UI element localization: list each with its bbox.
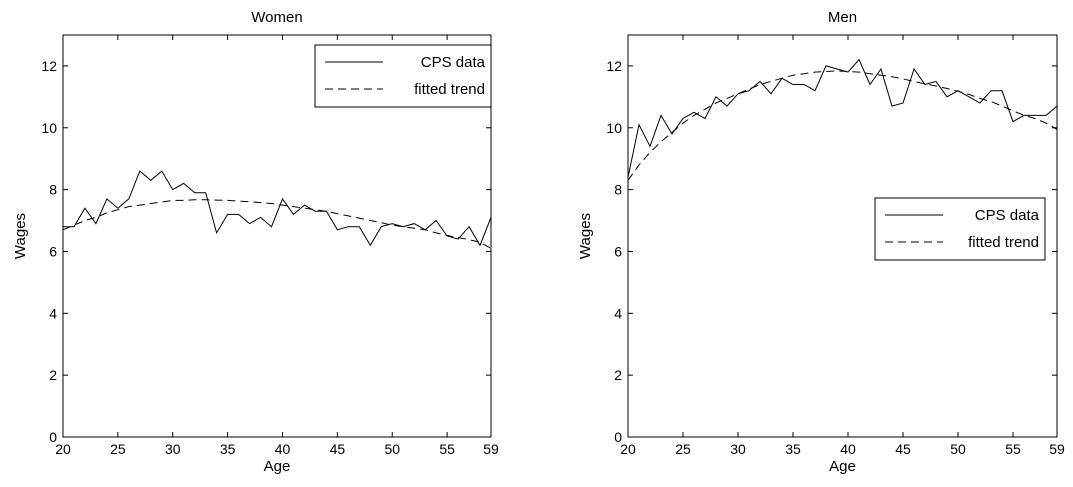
x-tick-label: 20 — [620, 441, 636, 457]
x-axis-label: Age — [829, 458, 856, 475]
y-tick-label: 6 — [49, 243, 57, 259]
y-tick-label: 10 — [606, 120, 622, 136]
y-tick-label: 8 — [49, 182, 57, 198]
chart-title: Women — [251, 9, 302, 26]
x-axis-label: Age — [264, 458, 291, 475]
x-tick-label: 20 — [55, 441, 71, 457]
x-tick-label: 30 — [165, 441, 181, 457]
x-tick-label: 30 — [730, 441, 746, 457]
chart-title: Men — [828, 9, 857, 26]
x-tick-label: 40 — [840, 441, 856, 457]
women-chart-panel: Women Age Wages 20 25 30 35 40 45 50 55 59 0 2 4 6 8 1… — [12, 9, 499, 475]
x-tick-label: 55 — [439, 441, 455, 457]
x-tick-label: 59 — [483, 441, 499, 457]
x-tick-label: 59 — [1049, 441, 1065, 457]
x-tick-label: 50 — [950, 441, 966, 457]
x-tick-label: 55 — [1005, 441, 1021, 457]
y-tick-label: 2 — [49, 367, 57, 383]
men-chart-panel: Men Age Wages 20 25 30 35 40 45 50 55 59 0 2 4 6 8 10 1… — [577, 9, 1065, 475]
x-tick-label: 45 — [895, 441, 911, 457]
legend: CPS data fitted trend — [874, 197, 1046, 261]
y-tick-label: 4 — [614, 305, 622, 321]
legend-box — [874, 197, 1046, 261]
fitted-trend-line — [627, 70, 1058, 181]
x-tick-label: 25 — [110, 441, 126, 457]
plot-frame — [62, 34, 492, 438]
fitted-trend-line — [62, 199, 492, 249]
legend: CPS data fitted trend — [314, 44, 492, 108]
y-tick-label: 6 — [614, 243, 622, 259]
cps-data-line — [627, 58, 1058, 178]
x-tick-label: 45 — [330, 441, 346, 457]
x-tick-label: 40 — [275, 441, 291, 457]
y-tick-label: 10 — [41, 120, 57, 136]
cps-data-line — [63, 170, 492, 247]
x-tick-label: 25 — [675, 441, 691, 457]
plot-frame — [627, 34, 1058, 438]
y-tick-label: 2 — [614, 367, 622, 383]
y-tick-label: 0 — [49, 429, 57, 445]
y-axis-label: Wages — [12, 213, 29, 259]
y-tick-label: 12 — [606, 58, 622, 74]
legend-label: CPS data — [421, 54, 486, 71]
x-tick-label: 35 — [220, 441, 236, 457]
x-tick-label: 50 — [384, 441, 400, 457]
y-tick-label: 0 — [614, 429, 622, 445]
y-axis-label: Wages — [577, 213, 594, 259]
legend-label: CPS data — [975, 207, 1040, 224]
legend-box — [314, 44, 492, 108]
x-tick-label: 35 — [785, 441, 801, 457]
y-tick-label: 4 — [49, 305, 57, 321]
legend-label: fitted trend — [968, 234, 1039, 251]
y-tick-label: 8 — [614, 182, 622, 198]
legend-label: fitted trend — [414, 81, 485, 98]
y-tick-label: 12 — [41, 58, 57, 74]
